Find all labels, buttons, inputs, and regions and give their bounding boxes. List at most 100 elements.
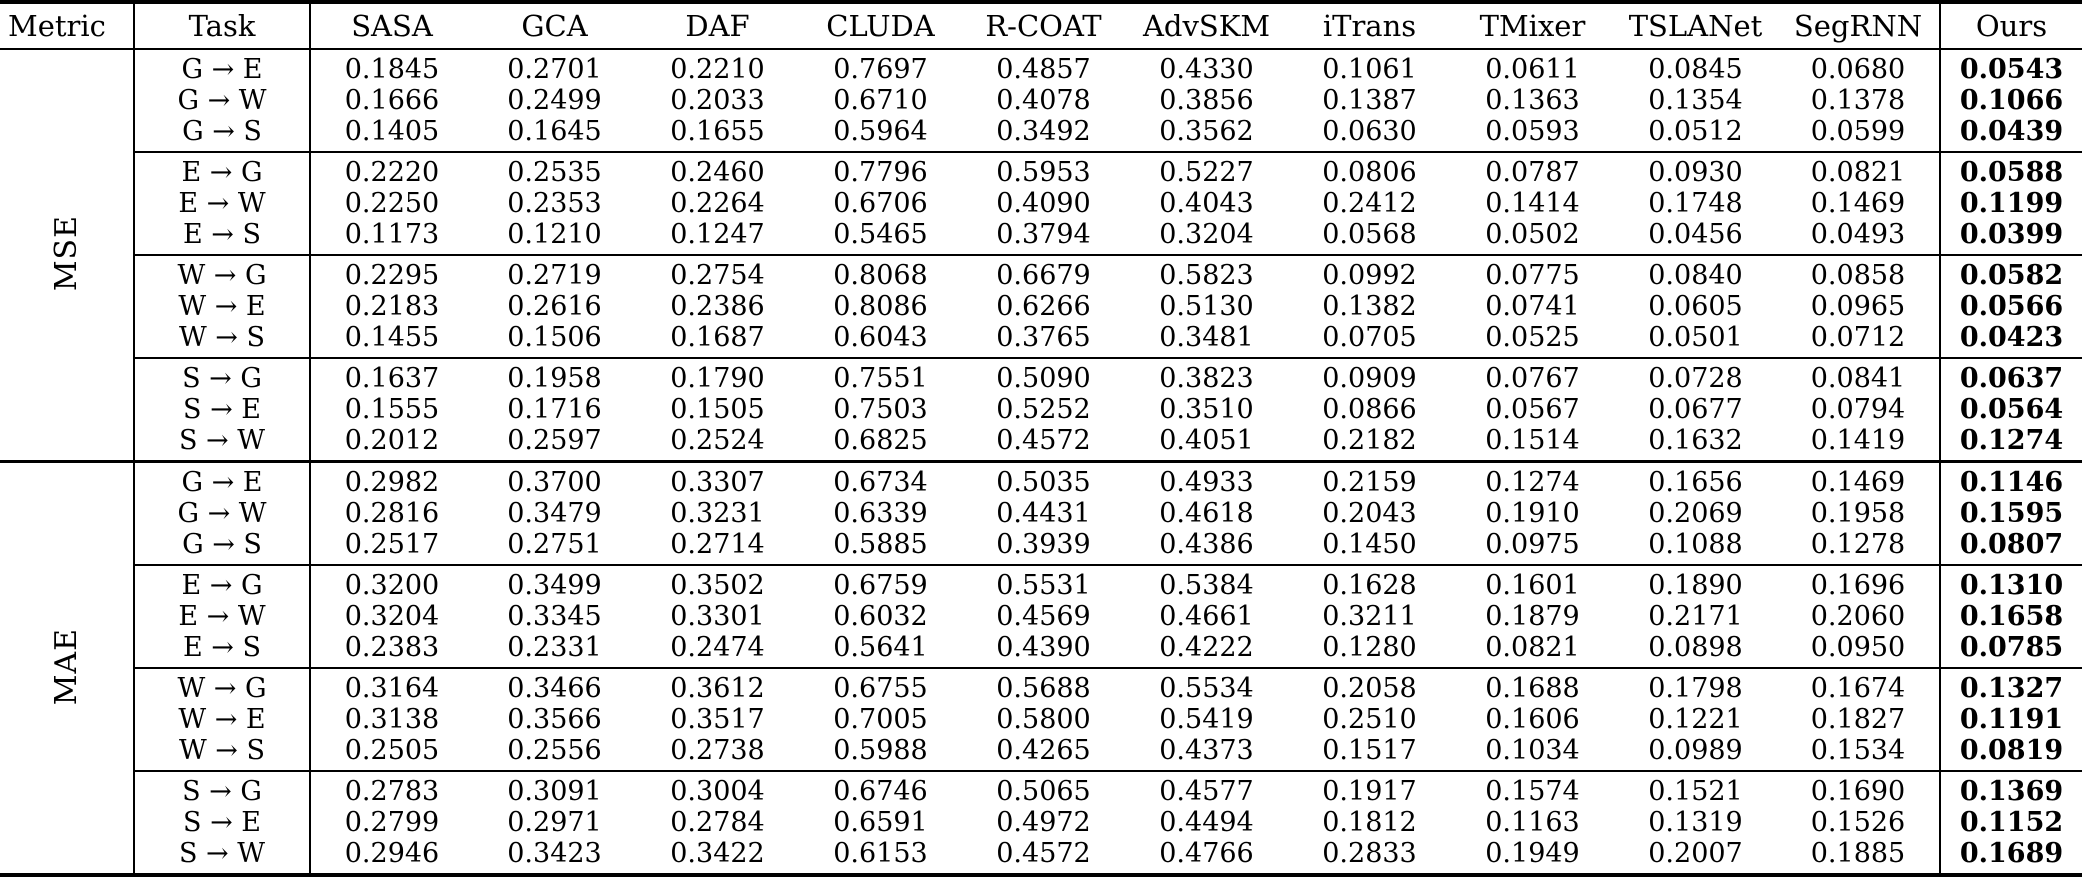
value-cell-sasa: 0.2816 — [344, 498, 440, 529]
value-cell-itrans: 0.0806 — [1288, 151, 1451, 188]
column-header-advskm: AdvSKM — [1125, 2, 1288, 50]
value-cell-tslanet: 0.0677 — [1648, 394, 1743, 425]
value-cell-segrnn: 0.0950 — [1810, 632, 1906, 663]
value-cell-tmixer: 0.0787 — [1451, 151, 1614, 188]
ours-value-cell: 0.1274 — [1939, 425, 2082, 462]
value-cell-segrnn: 0.0599 — [1810, 116, 1906, 147]
metric-cell-mae: MAE — [0, 460, 134, 875]
value-cell-daf: 0.2210 — [670, 54, 765, 85]
table-row: E → S 0.1173 0.1210 0.1247 0.5465 0.3794 0.320… — [0, 219, 2082, 255]
value-cell-tmixer: 0.0611 — [1485, 54, 1580, 85]
value-cell-segrnn: 0.1419 — [1810, 425, 1906, 456]
value-cell-r-coat: 0.6266 — [996, 291, 1091, 322]
value-cell-cluda: 0.7796 — [799, 151, 962, 188]
value-cell-advskm: 0.4577 — [1125, 770, 1288, 807]
value-cell-sasa: 0.3200 — [310, 564, 473, 601]
value-cell-advskm: 0.4043 — [1159, 188, 1254, 219]
value-cell-segrnn: 0.0821 — [1777, 151, 1940, 188]
value-cell-advskm: 0.4222 — [1159, 632, 1254, 663]
value-cell-segrnn: 0.1885 — [1810, 838, 1906, 869]
value-cell-sasa: 0.2505 — [344, 735, 440, 766]
value-cell-advskm: 0.3562 — [1159, 116, 1254, 147]
task-cell: E → S — [133, 219, 311, 255]
value-cell-itrans: 0.2833 — [1322, 838, 1417, 869]
task-cell: W → S — [133, 322, 311, 358]
value-cell-itrans: 0.1387 — [1322, 85, 1417, 116]
task-cell: G → W — [133, 498, 311, 529]
value-cell-itrans: 0.2159 — [1288, 460, 1451, 498]
value-cell-daf: 0.2033 — [670, 85, 765, 116]
value-cell-daf: 0.1505 — [670, 394, 765, 425]
value-cell-sasa: 0.1637 — [310, 357, 473, 394]
value-cell-r-coat: 0.3794 — [996, 219, 1091, 250]
value-cell-r-coat: 0.4078 — [996, 85, 1091, 116]
value-cell-tslanet: 0.1221 — [1648, 704, 1743, 735]
value-cell-segrnn: 0.1696 — [1777, 564, 1940, 601]
value-cell-gca: 0.3700 — [473, 460, 636, 498]
value-cell-daf: 0.1247 — [670, 219, 765, 250]
value-cell-sasa: 0.3164 — [310, 667, 473, 704]
table-row: E → G 0.2220 0.2535 0.2460 0.7796 0.5953 0.522… — [0, 151, 2082, 188]
column-header-cluda: CLUDA — [799, 2, 962, 50]
table-row: W → S 0.1455 0.1506 0.1687 0.6043 0.3765 0.348… — [0, 322, 2082, 358]
value-cell-cluda: 0.7697 — [833, 54, 928, 85]
value-cell-gca: 0.2751 — [507, 529, 602, 560]
value-cell-gca: 0.2499 — [507, 85, 602, 116]
value-cell-segrnn: 0.2060 — [1810, 601, 1906, 632]
task-cell: W → E — [133, 704, 311, 735]
ours-value-cell: 0.0423 — [1939, 322, 2082, 358]
metric-cell-mse: MSE — [0, 49, 134, 462]
value-cell-advskm: 0.5130 — [1159, 291, 1254, 322]
value-cell-cluda: 0.7503 — [833, 394, 928, 425]
value-cell-advskm: 0.4051 — [1159, 425, 1254, 456]
value-cell-tslanet: 0.1521 — [1614, 770, 1777, 807]
task-cell: W → S — [133, 735, 311, 771]
value-cell-advskm: 0.4330 — [1159, 54, 1254, 85]
value-cell-advskm: 0.4373 — [1159, 735, 1254, 766]
value-cell-tslanet: 0.0840 — [1614, 254, 1777, 291]
value-cell-sasa: 0.1455 — [344, 322, 440, 353]
value-cell-segrnn: 0.1278 — [1810, 529, 1906, 560]
value-cell-gca: 0.3479 — [507, 498, 602, 529]
value-cell-itrans: 0.1061 — [1322, 54, 1417, 85]
task-cell: S → E — [133, 807, 311, 838]
value-cell-cluda: 0.5465 — [833, 219, 928, 250]
value-cell-r-coat: 0.4431 — [996, 498, 1091, 529]
value-cell-gca: 0.1645 — [507, 116, 602, 147]
value-cell-tslanet: 0.0728 — [1614, 357, 1777, 394]
value-cell-daf: 0.2386 — [670, 291, 765, 322]
value-cell-advskm: 0.4766 — [1159, 838, 1254, 869]
value-cell-itrans: 0.1280 — [1322, 632, 1417, 663]
value-cell-tmixer: 0.1606 — [1485, 704, 1580, 735]
value-cell-gca: 0.2616 — [507, 291, 602, 322]
value-cell-daf: 0.2460 — [636, 151, 799, 188]
value-cell-tmixer: 0.0821 — [1485, 632, 1580, 663]
value-cell-advskm: 0.5534 — [1125, 667, 1288, 704]
table-body: MSE G → E 0.1845 0.2701 0.2210 0.7697 0.4857 0.… — [0, 49, 2082, 875]
value-cell-sasa: 0.2220 — [310, 151, 473, 188]
value-cell-daf: 0.2264 — [670, 188, 765, 219]
task-cell: G → S — [133, 529, 311, 565]
value-cell-gca: 0.2535 — [473, 151, 636, 188]
value-cell-tmixer: 0.1574 — [1451, 770, 1614, 807]
value-cell-r-coat: 0.4857 — [996, 54, 1091, 85]
ours-value-cell: 0.1327 — [1939, 667, 2082, 704]
table-row: E → W 0.2250 0.2353 0.2264 0.6706 0.4090 0.404… — [0, 188, 2082, 219]
value-cell-tmixer: 0.1163 — [1485, 807, 1580, 838]
value-cell-segrnn: 0.1469 — [1810, 188, 1906, 219]
value-cell-segrnn: 0.1958 — [1810, 498, 1906, 529]
table-row: G → W 0.2816 0.3479 0.3231 0.6339 0.4431 0.461… — [0, 498, 2082, 529]
value-cell-segrnn: 0.0712 — [1810, 322, 1906, 353]
value-cell-tmixer: 0.1414 — [1485, 188, 1580, 219]
value-cell-r-coat: 0.5531 — [962, 564, 1125, 601]
task-cell: S → W — [133, 425, 311, 462]
ours-value-cell: 0.1146 — [1939, 460, 2082, 498]
value-cell-gca: 0.3566 — [507, 704, 602, 735]
ours-value-cell: 0.1199 — [1939, 188, 2082, 219]
ours-value-cell: 0.1191 — [1939, 704, 2082, 735]
value-cell-sasa: 0.2183 — [344, 291, 440, 322]
ours-value-cell: 0.0566 — [1939, 291, 2082, 322]
value-cell-r-coat: 0.4390 — [996, 632, 1091, 663]
value-cell-segrnn: 0.0680 — [1810, 54, 1906, 85]
task-cell: G → E — [133, 49, 311, 85]
